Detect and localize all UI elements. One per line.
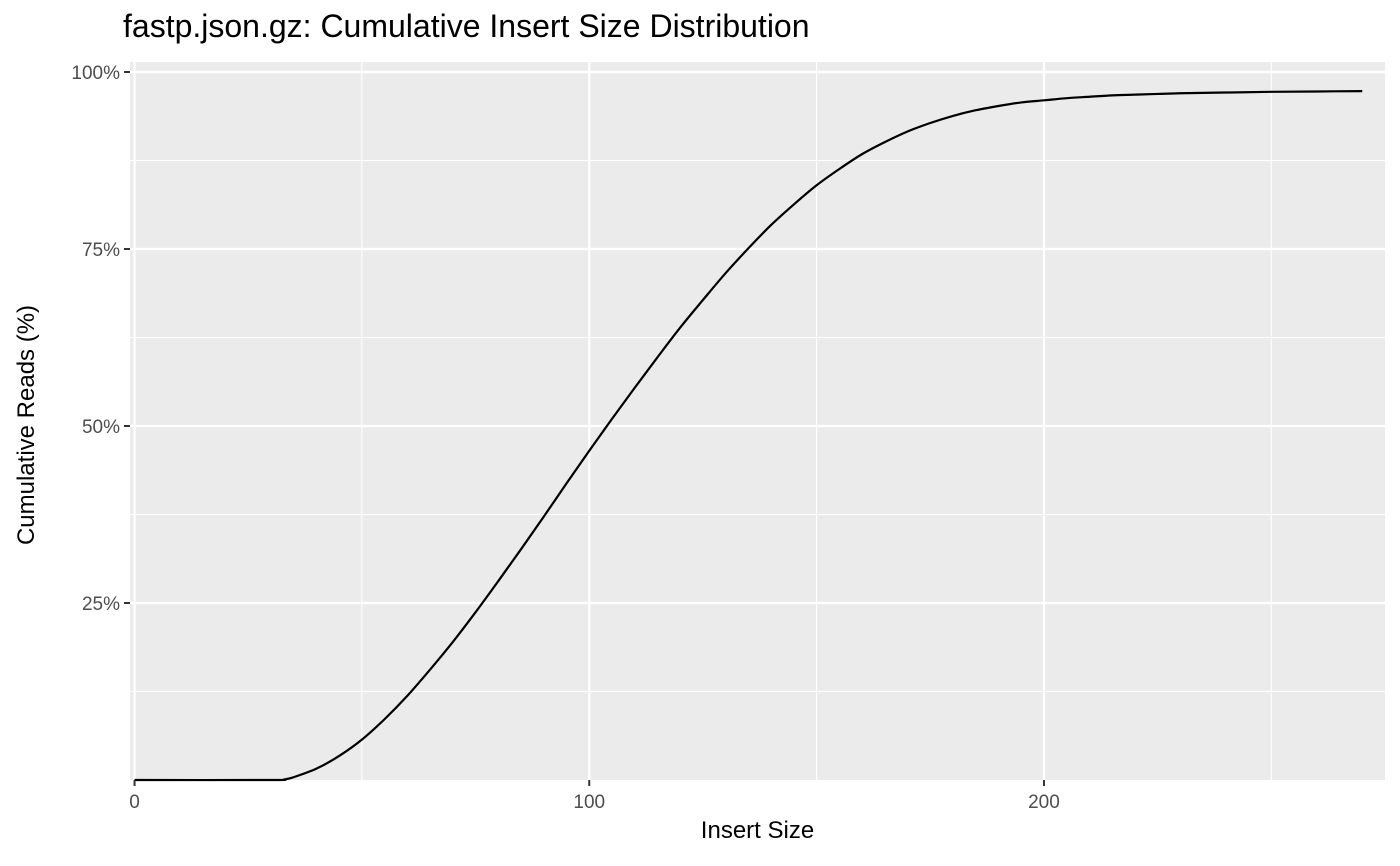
y-tick-label: 100% [71, 63, 120, 84]
x-axis: 0 100 200 [129, 780, 1060, 813]
series-layer [134, 90, 1363, 782]
minor-gridlines [130, 62, 1385, 780]
major-gridlines [130, 62, 1385, 780]
x-tick-label: 0 [129, 792, 140, 813]
series-line [134, 90, 1363, 782]
y-axis-title: Cumulative Reads (%) [13, 304, 40, 546]
plot-panel [130, 62, 1385, 780]
y-tick-label: 75% [82, 240, 120, 261]
x-tick-label: 100 [573, 792, 605, 813]
y-tick-label: 50% [82, 417, 120, 438]
x-axis-title: Insert Size [700, 817, 815, 844]
y-axis: 25% 50% 75% 100% [71, 63, 130, 615]
y-tick-label: 25% [82, 594, 120, 615]
x-tick-label: 200 [1028, 792, 1060, 813]
chart-title: fastp.json.gz: Cumulative Insert Size Di… [123, 8, 810, 44]
